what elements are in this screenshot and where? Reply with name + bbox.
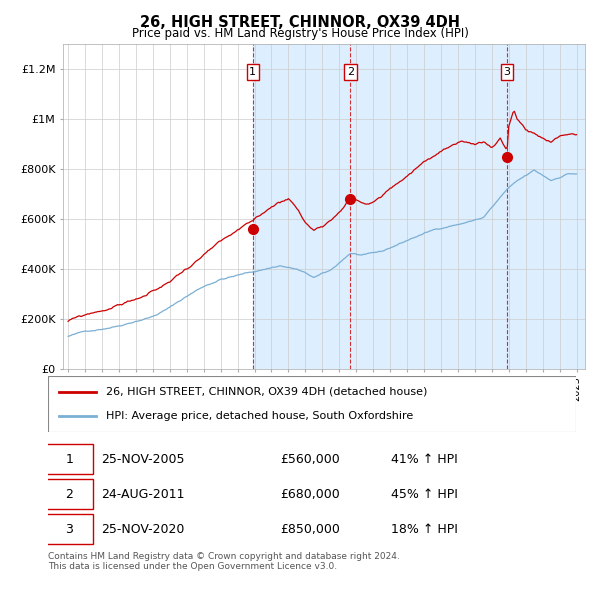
Text: 2: 2: [65, 487, 73, 501]
FancyBboxPatch shape: [46, 480, 93, 509]
Text: Price paid vs. HM Land Registry's House Price Index (HPI): Price paid vs. HM Land Registry's House …: [131, 27, 469, 40]
FancyBboxPatch shape: [46, 514, 93, 544]
Text: 3: 3: [503, 67, 511, 77]
Text: 18% ↑ HPI: 18% ↑ HPI: [391, 523, 458, 536]
Text: 3: 3: [65, 523, 73, 536]
Text: 2: 2: [347, 67, 354, 77]
Text: 25-NOV-2005: 25-NOV-2005: [101, 453, 184, 466]
Text: 41% ↑ HPI: 41% ↑ HPI: [391, 453, 458, 466]
Text: 1: 1: [65, 453, 73, 466]
Text: 26, HIGH STREET, CHINNOR, OX39 4DH: 26, HIGH STREET, CHINNOR, OX39 4DH: [140, 15, 460, 30]
Text: HPI: Average price, detached house, South Oxfordshire: HPI: Average price, detached house, Sout…: [106, 411, 413, 421]
Text: 45% ↑ HPI: 45% ↑ HPI: [391, 487, 458, 501]
Text: 1: 1: [250, 67, 256, 77]
FancyBboxPatch shape: [46, 444, 93, 474]
Text: 26, HIGH STREET, CHINNOR, OX39 4DH (detached house): 26, HIGH STREET, CHINNOR, OX39 4DH (deta…: [106, 386, 427, 396]
Bar: [507, 44, 585, 369]
Text: Contains HM Land Registry data © Crown copyright and database right 2024.
This d: Contains HM Land Registry data © Crown c…: [48, 552, 400, 571]
Text: 24-AUG-2011: 24-AUG-2011: [101, 487, 184, 501]
Text: £680,000: £680,000: [280, 487, 340, 501]
Bar: [350, 44, 507, 369]
Bar: [253, 44, 350, 369]
Text: £850,000: £850,000: [280, 523, 340, 536]
Text: £560,000: £560,000: [280, 453, 340, 466]
Text: 25-NOV-2020: 25-NOV-2020: [101, 523, 184, 536]
